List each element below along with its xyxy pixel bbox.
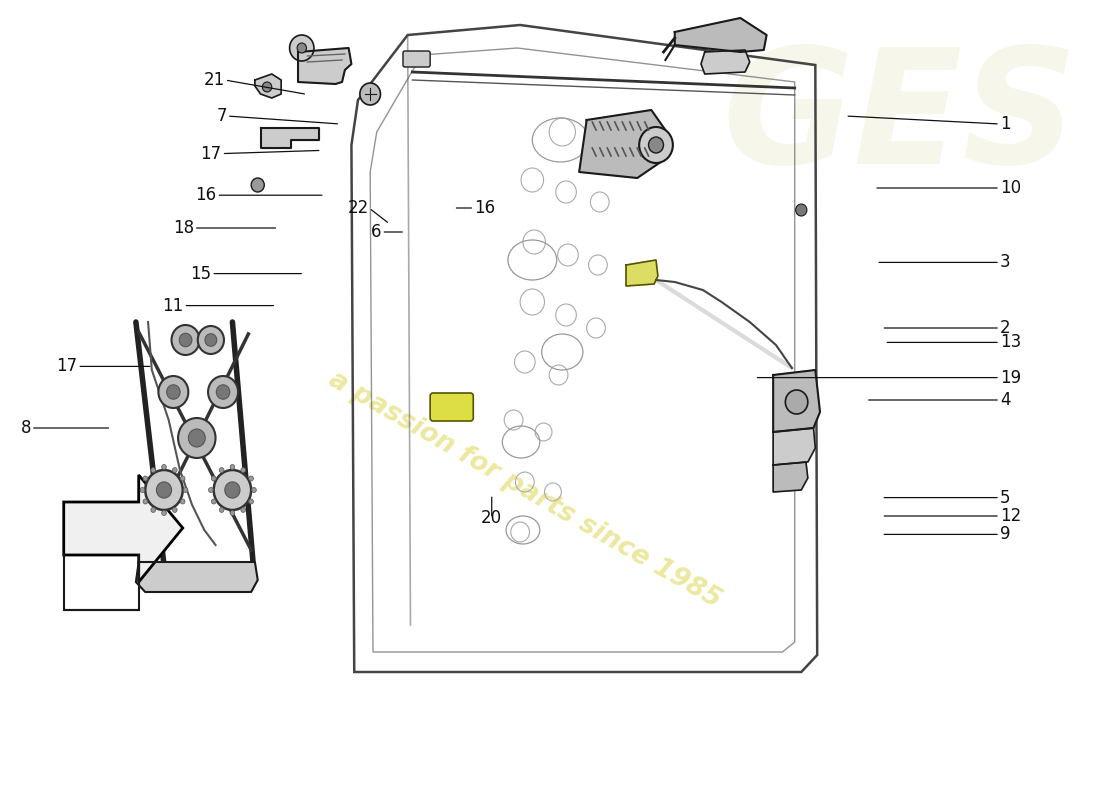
Text: 11: 11 [162, 297, 184, 314]
Circle shape [216, 472, 250, 508]
Polygon shape [701, 50, 750, 74]
Circle shape [162, 465, 166, 470]
Circle shape [179, 334, 191, 346]
Text: 16: 16 [196, 186, 217, 204]
Circle shape [639, 127, 673, 163]
Circle shape [205, 334, 217, 346]
Polygon shape [773, 428, 815, 465]
Circle shape [208, 376, 238, 408]
Circle shape [188, 429, 206, 447]
Text: 5: 5 [1000, 489, 1011, 506]
Text: 8: 8 [21, 419, 31, 437]
Circle shape [166, 385, 180, 399]
Text: 18: 18 [173, 219, 194, 237]
Circle shape [145, 470, 183, 510]
Circle shape [795, 204, 807, 216]
Circle shape [180, 476, 185, 481]
Text: 13: 13 [1000, 334, 1021, 351]
Circle shape [785, 390, 807, 414]
Text: 17: 17 [200, 145, 221, 162]
Circle shape [151, 467, 155, 473]
Text: 9: 9 [1000, 526, 1011, 543]
Polygon shape [261, 128, 319, 148]
Circle shape [172, 325, 199, 355]
FancyBboxPatch shape [430, 393, 473, 421]
Text: 20: 20 [481, 510, 503, 527]
Circle shape [360, 83, 381, 105]
Circle shape [263, 82, 272, 92]
Circle shape [211, 476, 216, 481]
Circle shape [252, 487, 256, 493]
Polygon shape [255, 74, 282, 98]
Circle shape [173, 507, 177, 513]
Text: 19: 19 [1000, 369, 1021, 386]
Circle shape [143, 476, 147, 481]
Circle shape [289, 35, 314, 61]
Text: 1: 1 [1000, 115, 1011, 133]
Polygon shape [64, 475, 183, 582]
Polygon shape [580, 110, 666, 178]
Circle shape [178, 418, 216, 458]
Circle shape [649, 137, 663, 153]
Text: 10: 10 [1000, 179, 1021, 197]
Text: 16: 16 [474, 199, 495, 217]
Text: 7: 7 [217, 107, 227, 125]
Polygon shape [298, 48, 351, 84]
Circle shape [297, 43, 307, 53]
Circle shape [213, 470, 251, 510]
Text: 6: 6 [371, 223, 382, 241]
Polygon shape [773, 462, 807, 492]
Circle shape [219, 467, 224, 473]
Text: 12: 12 [1000, 507, 1021, 525]
Circle shape [209, 487, 213, 493]
Text: GES: GES [722, 42, 1077, 198]
Circle shape [241, 507, 245, 513]
Circle shape [249, 499, 253, 504]
Circle shape [198, 326, 224, 354]
Circle shape [211, 499, 216, 504]
Circle shape [230, 510, 234, 515]
Text: 15: 15 [190, 265, 211, 282]
Circle shape [173, 467, 177, 473]
Circle shape [140, 487, 145, 493]
Polygon shape [136, 562, 257, 592]
Text: 22: 22 [348, 199, 370, 217]
Circle shape [224, 482, 240, 498]
Polygon shape [773, 370, 820, 432]
Circle shape [147, 472, 180, 508]
Circle shape [151, 507, 155, 513]
Polygon shape [626, 260, 658, 286]
Circle shape [217, 385, 230, 399]
Circle shape [162, 510, 166, 515]
Circle shape [156, 482, 172, 498]
Text: 17: 17 [56, 358, 77, 375]
Polygon shape [674, 18, 767, 52]
Text: 21: 21 [204, 71, 224, 89]
Circle shape [251, 178, 264, 192]
Text: 3: 3 [1000, 254, 1011, 271]
Text: 2: 2 [1000, 319, 1011, 337]
FancyBboxPatch shape [403, 51, 430, 67]
Circle shape [180, 499, 185, 504]
Circle shape [158, 376, 188, 408]
Text: a passion for parts since 1985: a passion for parts since 1985 [324, 366, 726, 614]
Circle shape [249, 476, 253, 481]
Circle shape [241, 467, 245, 473]
Circle shape [184, 487, 188, 493]
Circle shape [143, 499, 147, 504]
Text: 4: 4 [1000, 391, 1011, 409]
Circle shape [230, 465, 234, 470]
Circle shape [219, 507, 224, 513]
